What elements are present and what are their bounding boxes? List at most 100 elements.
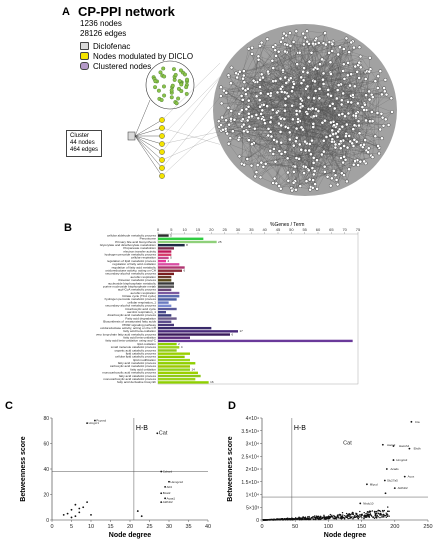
network-node bbox=[290, 89, 294, 94]
network-node bbox=[293, 164, 297, 169]
network-edge-count: 28126 edges bbox=[80, 29, 127, 38]
network-node bbox=[320, 120, 325, 125]
point-annotation: Acaa1 bbox=[167, 496, 176, 500]
category-label: fatty acid beta-oxidation bbox=[123, 329, 156, 333]
legend-hexagon-icon bbox=[80, 62, 89, 70]
x-tick-label: 30 bbox=[166, 524, 172, 530]
network-core-shade bbox=[213, 24, 397, 196]
network-node bbox=[268, 120, 273, 125]
category-label: PPAR signaling pathway bbox=[122, 323, 156, 327]
network-node bbox=[386, 123, 391, 127]
panel-d-letter: D bbox=[228, 400, 236, 412]
network-node bbox=[271, 66, 276, 70]
bar bbox=[158, 243, 185, 247]
cluster-info-box: Cluster 44 nodes 464 edges bbox=[66, 130, 103, 157]
point-annotation: Aacs2 bbox=[387, 443, 396, 447]
y-tick-label: 1×10⁴ bbox=[246, 493, 259, 499]
category-label: purine nucleoside bisphosphate metab bbox=[103, 284, 156, 288]
network-node bbox=[274, 181, 279, 186]
network-node bbox=[309, 50, 314, 55]
network-node bbox=[305, 39, 310, 44]
network-node bbox=[226, 105, 231, 110]
legend-item-clustered: Clustered nodes bbox=[80, 61, 193, 71]
data-point bbox=[377, 512, 380, 515]
data-point bbox=[70, 508, 73, 511]
network-node bbox=[246, 46, 251, 51]
network-node bbox=[249, 163, 254, 168]
network-node bbox=[357, 60, 362, 65]
data-point bbox=[369, 513, 372, 515]
data-point bbox=[374, 512, 376, 514]
network-node bbox=[335, 88, 340, 92]
bar bbox=[158, 282, 174, 285]
network-node bbox=[244, 92, 248, 96]
data-point bbox=[304, 518, 306, 521]
network-node bbox=[286, 178, 291, 183]
network-node bbox=[357, 123, 361, 128]
network-node bbox=[242, 129, 246, 134]
category-label: tricarboxylic acid cycle bbox=[125, 307, 156, 311]
network-node bbox=[288, 137, 292, 142]
highlighted-point bbox=[393, 487, 396, 490]
network-node bbox=[320, 152, 324, 157]
cluster-node bbox=[178, 68, 183, 73]
x-axis-title: Node degree bbox=[324, 532, 367, 539]
network-node bbox=[357, 131, 362, 136]
network-node bbox=[363, 102, 367, 107]
category-label: fatty acid metabolic process bbox=[118, 361, 157, 365]
network-node bbox=[358, 54, 363, 59]
network-node bbox=[286, 126, 290, 130]
network-node bbox=[329, 72, 333, 76]
data-point bbox=[371, 510, 374, 512]
cluster-node bbox=[153, 85, 158, 90]
network-node bbox=[275, 139, 279, 144]
network-node bbox=[333, 173, 338, 178]
point-annotation: Pcyoxd bbox=[96, 419, 106, 423]
network-node bbox=[236, 137, 241, 142]
bar bbox=[158, 323, 174, 327]
network-node bbox=[258, 104, 262, 109]
network-node bbox=[300, 104, 305, 108]
network-node bbox=[356, 119, 361, 124]
network-node bbox=[312, 169, 317, 173]
bar-data-label: 6 bbox=[232, 332, 234, 336]
network-node bbox=[303, 139, 307, 144]
network-node bbox=[321, 77, 325, 82]
data-point bbox=[388, 515, 390, 517]
network-node bbox=[269, 115, 273, 120]
network-node bbox=[315, 187, 319, 191]
data-point bbox=[321, 517, 324, 519]
diclofenac-node bbox=[127, 131, 136, 141]
x-tick-label: 100 bbox=[324, 524, 333, 530]
network-node bbox=[246, 111, 251, 116]
x-tick-label: 20 bbox=[127, 524, 133, 530]
network-node bbox=[246, 104, 251, 109]
network-node bbox=[286, 170, 290, 175]
network-node bbox=[360, 105, 365, 109]
network-node bbox=[347, 134, 352, 138]
network-node bbox=[323, 170, 327, 174]
network-node bbox=[311, 41, 315, 46]
network-node bbox=[226, 73, 231, 78]
legend-item-diclofenac: Diclofenac bbox=[80, 41, 193, 51]
data-point bbox=[371, 515, 373, 518]
network-node bbox=[310, 185, 315, 190]
network-node bbox=[283, 150, 287, 154]
x-tick-label: 25 bbox=[146, 524, 152, 530]
network-node bbox=[357, 76, 361, 80]
scatter-d: 0 50 100 150 200 250 0 5×10³ 1×10⁴ 1.5×10⁴ 2×10⁴ 2.… bbox=[227, 416, 433, 539]
network-node bbox=[311, 114, 316, 119]
data-point bbox=[66, 512, 69, 515]
point-annotation: Cchcrd bbox=[163, 470, 173, 474]
network-node bbox=[368, 56, 372, 60]
network-node bbox=[345, 179, 349, 184]
data-point bbox=[164, 497, 167, 500]
network-node bbox=[354, 114, 358, 118]
point-annotation: Nbdc10 bbox=[363, 501, 374, 505]
y-tick-label: 0 bbox=[256, 518, 259, 524]
data-point bbox=[383, 515, 385, 517]
data-point bbox=[364, 516, 366, 518]
bar-chart-ticks: 0 5 10 15 20 25 30 35 40 45 50 55 60 65 70 75 bbox=[157, 227, 361, 234]
network-node bbox=[272, 147, 276, 151]
